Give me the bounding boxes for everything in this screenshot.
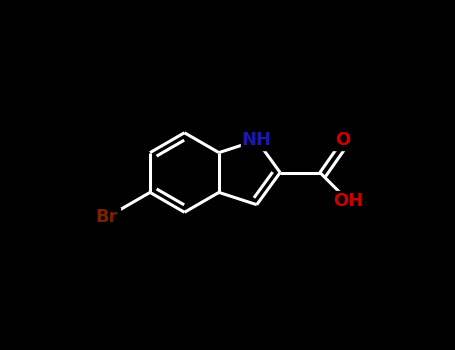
Text: O: O (335, 131, 350, 149)
Text: Br: Br (96, 208, 118, 226)
Bar (335, 191, 361, 210)
Bar (241, 131, 273, 150)
Text: NH: NH (242, 131, 272, 149)
Bar (333, 130, 352, 149)
Bar (94, 208, 120, 227)
Text: OH: OH (333, 192, 363, 210)
